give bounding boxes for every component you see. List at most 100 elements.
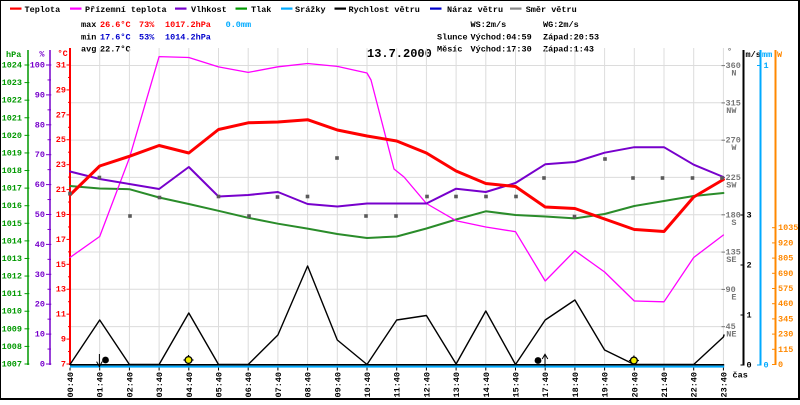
svg-text:15: 15 xyxy=(56,260,66,270)
svg-text:7: 7 xyxy=(61,359,66,369)
svg-text:45: 45 xyxy=(726,322,736,332)
svg-text:S: S xyxy=(731,218,736,228)
svg-text:mm: mm xyxy=(762,50,772,60)
svg-text:06:40: 06:40 xyxy=(244,372,254,398)
svg-text:17.6°C: 17.6°C xyxy=(100,32,131,42)
svg-text:08:40: 08:40 xyxy=(304,372,314,398)
svg-text:20:40: 20:40 xyxy=(630,372,640,398)
svg-text:10:40: 10:40 xyxy=(363,372,373,398)
svg-text:50: 50 xyxy=(35,210,45,220)
svg-text:Přízemní teplota: Přízemní teplota xyxy=(85,5,167,15)
svg-text:19:40: 19:40 xyxy=(601,372,611,398)
svg-text:05:40: 05:40 xyxy=(215,372,225,398)
svg-text:14:40: 14:40 xyxy=(482,372,492,398)
svg-text:hPa: hPa xyxy=(6,50,21,60)
svg-text:°: ° xyxy=(727,47,732,57)
svg-text:01:40: 01:40 xyxy=(96,372,106,398)
svg-text:345: 345 xyxy=(778,314,793,324)
svg-text:1012: 1012 xyxy=(2,272,22,282)
svg-text:0: 0 xyxy=(764,361,769,371)
svg-text:225: 225 xyxy=(726,173,741,183)
svg-text:0: 0 xyxy=(40,360,45,370)
svg-text:max: max xyxy=(81,20,96,30)
svg-text:1023: 1023 xyxy=(2,78,22,88)
svg-text:SW: SW xyxy=(726,181,737,191)
svg-text:575: 575 xyxy=(778,284,793,294)
svg-text:15:40: 15:40 xyxy=(512,372,522,398)
svg-text:18:40: 18:40 xyxy=(571,372,581,398)
svg-text:W: W xyxy=(731,143,737,153)
svg-text:60: 60 xyxy=(35,180,45,190)
svg-text:Srážky: Srážky xyxy=(295,5,326,15)
svg-text:920: 920 xyxy=(778,238,793,248)
svg-text:Tlak: Tlak xyxy=(251,5,271,15)
svg-text:22:40: 22:40 xyxy=(690,372,700,398)
svg-text:230: 230 xyxy=(778,330,793,340)
svg-text:12:40: 12:40 xyxy=(422,372,432,398)
svg-text:13.7.2000: 13.7.2000 xyxy=(367,47,432,61)
svg-text:17:40: 17:40 xyxy=(541,372,551,398)
svg-text:1008: 1008 xyxy=(2,342,22,352)
svg-text:1014.2hPa: 1014.2hPa xyxy=(165,32,211,42)
svg-text:1018: 1018 xyxy=(2,166,22,176)
svg-text:20: 20 xyxy=(35,300,45,310)
svg-text:25: 25 xyxy=(56,135,66,145)
svg-text:22.7°C: 22.7°C xyxy=(100,45,131,55)
svg-text:80: 80 xyxy=(35,120,45,130)
svg-text:1022: 1022 xyxy=(2,96,22,106)
svg-text:0: 0 xyxy=(747,361,752,371)
svg-text:07:40: 07:40 xyxy=(274,372,284,398)
svg-text:90: 90 xyxy=(35,90,45,100)
svg-text:9: 9 xyxy=(61,335,66,345)
svg-text:19: 19 xyxy=(56,210,66,220)
svg-text:1035: 1035 xyxy=(778,223,798,233)
svg-text:460: 460 xyxy=(778,299,793,309)
svg-text:1013: 1013 xyxy=(2,254,22,264)
svg-text:30: 30 xyxy=(35,270,45,280)
svg-text:10: 10 xyxy=(35,330,45,340)
svg-text:40: 40 xyxy=(35,240,45,250)
svg-text:avg: avg xyxy=(81,45,96,55)
svg-text:270: 270 xyxy=(726,136,741,146)
svg-text:Západ:20:53: Západ:20:53 xyxy=(543,32,599,42)
svg-text:1015: 1015 xyxy=(2,219,22,229)
svg-text:WS:2m/s: WS:2m/s xyxy=(471,20,507,30)
svg-text:115: 115 xyxy=(778,345,793,355)
svg-text:1017.2hPa: 1017.2hPa xyxy=(165,20,211,30)
svg-text:100: 100 xyxy=(30,61,45,71)
svg-text:70: 70 xyxy=(35,150,45,160)
svg-text:21:40: 21:40 xyxy=(660,372,670,398)
svg-text:WG:2m/s: WG:2m/s xyxy=(543,20,579,30)
svg-text:04:40: 04:40 xyxy=(185,372,195,398)
svg-text:02:40: 02:40 xyxy=(125,372,135,398)
svg-text:17: 17 xyxy=(56,235,66,245)
svg-text:0: 0 xyxy=(778,360,783,370)
svg-text:1014: 1014 xyxy=(2,236,22,246)
svg-text:NE: NE xyxy=(726,330,736,340)
svg-text:315: 315 xyxy=(726,98,741,108)
svg-text:1020: 1020 xyxy=(2,131,22,141)
svg-text:1016: 1016 xyxy=(2,201,22,211)
svg-text:m/s: m/s xyxy=(746,50,761,60)
svg-text:360: 360 xyxy=(726,61,741,71)
svg-text:29: 29 xyxy=(56,85,66,95)
svg-text:690: 690 xyxy=(778,269,793,279)
svg-text:1011: 1011 xyxy=(2,289,22,299)
svg-text:čas: čas xyxy=(733,371,748,381)
svg-text:E: E xyxy=(731,292,736,302)
svg-text:3: 3 xyxy=(747,211,752,221)
svg-text:27: 27 xyxy=(56,110,66,120)
svg-text:23: 23 xyxy=(56,160,66,170)
svg-text:00:40: 00:40 xyxy=(66,372,76,398)
svg-text:Náraz větru: Náraz větru xyxy=(447,5,503,15)
svg-text:Směr větru: Směr větru xyxy=(526,5,577,15)
svg-text:90: 90 xyxy=(726,285,736,295)
svg-text:min: min xyxy=(81,32,96,42)
svg-text:1: 1 xyxy=(747,311,752,321)
svg-text:°C: °C xyxy=(58,49,68,59)
svg-text:Západ:1:43: Západ:1:43 xyxy=(543,45,594,55)
svg-text:1007: 1007 xyxy=(2,359,22,369)
svg-text:180: 180 xyxy=(726,210,741,220)
svg-text:0.0mm: 0.0mm xyxy=(226,20,252,30)
svg-text:13:40: 13:40 xyxy=(452,372,462,398)
